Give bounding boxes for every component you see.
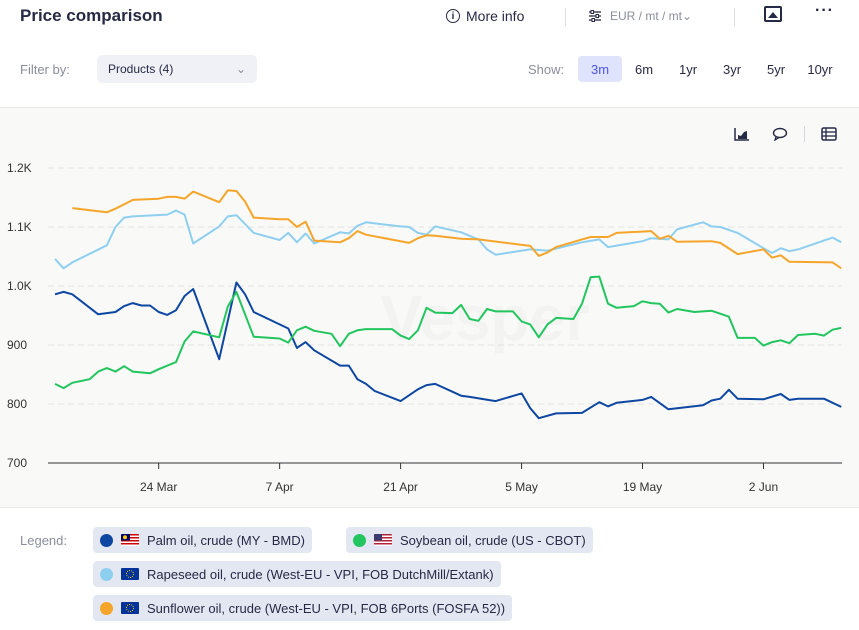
series-color-dot [100,533,113,547]
legend-label: Legend: [20,533,67,548]
filter-label: Filter by: [20,62,70,77]
legend-item-label: Rapeseed oil, crude (West-EU - VPI, FOB … [147,566,494,582]
legend-item-label: Palm oil, crude (MY - BMD) [147,532,305,548]
chart-toolbar [734,126,837,142]
x-tick-label: 2 Jun [749,480,778,494]
legend-item-label: Soybean oil, crude (US - CBOT) [400,532,586,548]
image-export-icon[interactable] [764,6,782,22]
x-tick-label: 19 May [623,480,662,494]
eu-flag-icon [121,602,139,614]
series-color-dot [100,567,113,581]
range-selector: 3m 6m 1yr 3yr 5yr 10yr [578,56,842,82]
y-tick-label: 700 [7,456,27,470]
y-tick-label: 900 [7,338,27,352]
series-color-dot [353,533,366,547]
range-5yr[interactable]: 5yr [766,62,786,77]
comment-icon[interactable] [772,127,788,141]
series-line-soybean-oil [54,275,842,390]
page-title: Price comparison [20,6,163,25]
range-10yr[interactable]: 10yr [807,62,833,77]
unit-label: EUR / mt / mt [610,9,682,23]
table-view-icon[interactable] [821,127,837,141]
more-info-label: More info [466,8,525,24]
filter-value: Products (4) [108,62,174,76]
usa-flag-icon [374,534,392,546]
unit-selector[interactable]: EUR / mt / mt ⌄ [588,9,692,23]
x-tick-label: 21 Apr [383,480,418,494]
legend-item-label: Sunflower oil, crude (West-EU - VPI, FOB… [147,600,506,616]
show-label: Show: [528,62,565,77]
info-icon: i [446,9,460,23]
sliders-icon [589,10,601,22]
chart-type-icon[interactable] [734,127,750,141]
divider [804,126,805,142]
range-3m[interactable]: 3m [578,56,622,82]
y-tick-label: 1.2K [7,161,32,175]
series-line-rapeseed-oil [54,209,842,270]
legend-item-sunflower-oil[interactable]: Sunflower oil, crude (West-EU - VPI, FOB… [93,595,513,621]
series-line-palm-oil [54,281,842,420]
y-tick-label: 1.1K [7,220,32,234]
y-tick-label: 800 [7,397,27,411]
x-tick-label: 5 May [505,480,538,494]
chart-panel [0,107,859,508]
range-6m[interactable]: 6m [634,62,654,77]
divider [565,8,566,26]
malaysia-flag-icon [121,534,139,546]
divider [734,8,735,26]
eu-flag-icon [121,568,139,580]
series-color-dot [100,601,113,615]
legend-item-rapeseed-oil[interactable]: Rapeseed oil, crude (West-EU - VPI, FOB … [93,561,501,587]
x-tick-label: 24 Mar [140,480,177,494]
more-options-icon[interactable]: ··· [815,2,834,19]
more-info-button[interactable]: i More info [446,8,524,24]
range-3yr[interactable]: 3yr [722,62,742,77]
legend-item-palm-oil[interactable]: Palm oil, crude (MY - BMD) [93,527,312,553]
chevron-down-icon: ⌄ [682,9,693,23]
range-1yr[interactable]: 1yr [678,62,698,77]
series-line-sunflower-oil [72,189,842,270]
y-tick-label: 1.0K [7,279,32,293]
x-tick-label: 7 Apr [266,480,294,494]
legend-item-soybean-oil[interactable]: Soybean oil, crude (US - CBOT) [346,527,593,553]
chevron-down-icon: ⌄ [235,62,246,76]
products-filter-dropdown[interactable]: Products (4) ⌄ [97,55,257,83]
